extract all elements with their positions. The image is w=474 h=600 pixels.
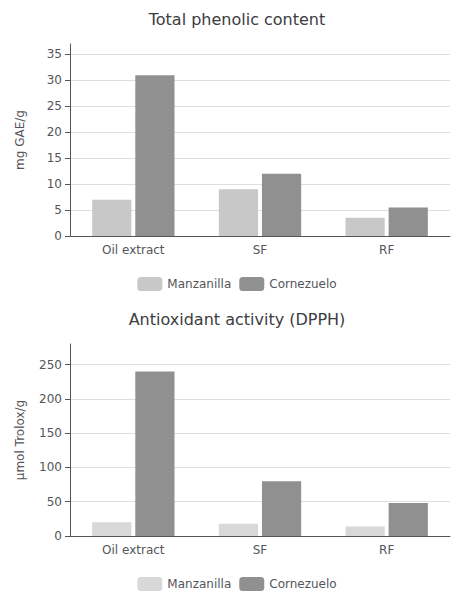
- svg-text:Manzanilla: Manzanilla: [167, 577, 231, 591]
- svg-text:150: 150: [39, 426, 62, 440]
- svg-text:0: 0: [54, 529, 62, 543]
- svg-text:30: 30: [47, 73, 62, 87]
- svg-text:50: 50: [47, 495, 62, 509]
- svg-text:Total phenolic content: Total phenolic content: [148, 10, 326, 29]
- svg-text:Manzanilla: Manzanilla: [167, 277, 231, 291]
- svg-text:20: 20: [47, 125, 62, 139]
- svg-text:10: 10: [47, 177, 62, 191]
- svg-text:μmol Trolox/g: μmol Trolox/g: [13, 400, 27, 480]
- svg-text:RF: RF: [379, 243, 394, 257]
- svg-text:200: 200: [39, 392, 62, 406]
- svg-text:Cornezuelo: Cornezuelo: [269, 277, 336, 291]
- svg-text:250: 250: [39, 358, 62, 372]
- svg-text:RF: RF: [379, 543, 394, 557]
- svg-text:SF: SF: [253, 543, 268, 557]
- svg-text:Cornezuelo: Cornezuelo: [269, 577, 336, 591]
- svg-text:Oil extract: Oil extract: [102, 243, 165, 257]
- svg-text:5: 5: [54, 203, 62, 217]
- svg-text:mg GAE/g: mg GAE/g: [13, 110, 27, 170]
- svg-text:15: 15: [47, 151, 62, 165]
- svg-text:100: 100: [39, 460, 62, 474]
- svg-text:0: 0: [54, 229, 62, 243]
- svg-text:25: 25: [47, 99, 62, 113]
- svg-text:SF: SF: [253, 243, 268, 257]
- svg-text:Antioxidant activity (DPPH): Antioxidant activity (DPPH): [129, 310, 346, 329]
- svg-text:35: 35: [47, 47, 62, 61]
- svg-text:Oil extract: Oil extract: [102, 543, 165, 557]
